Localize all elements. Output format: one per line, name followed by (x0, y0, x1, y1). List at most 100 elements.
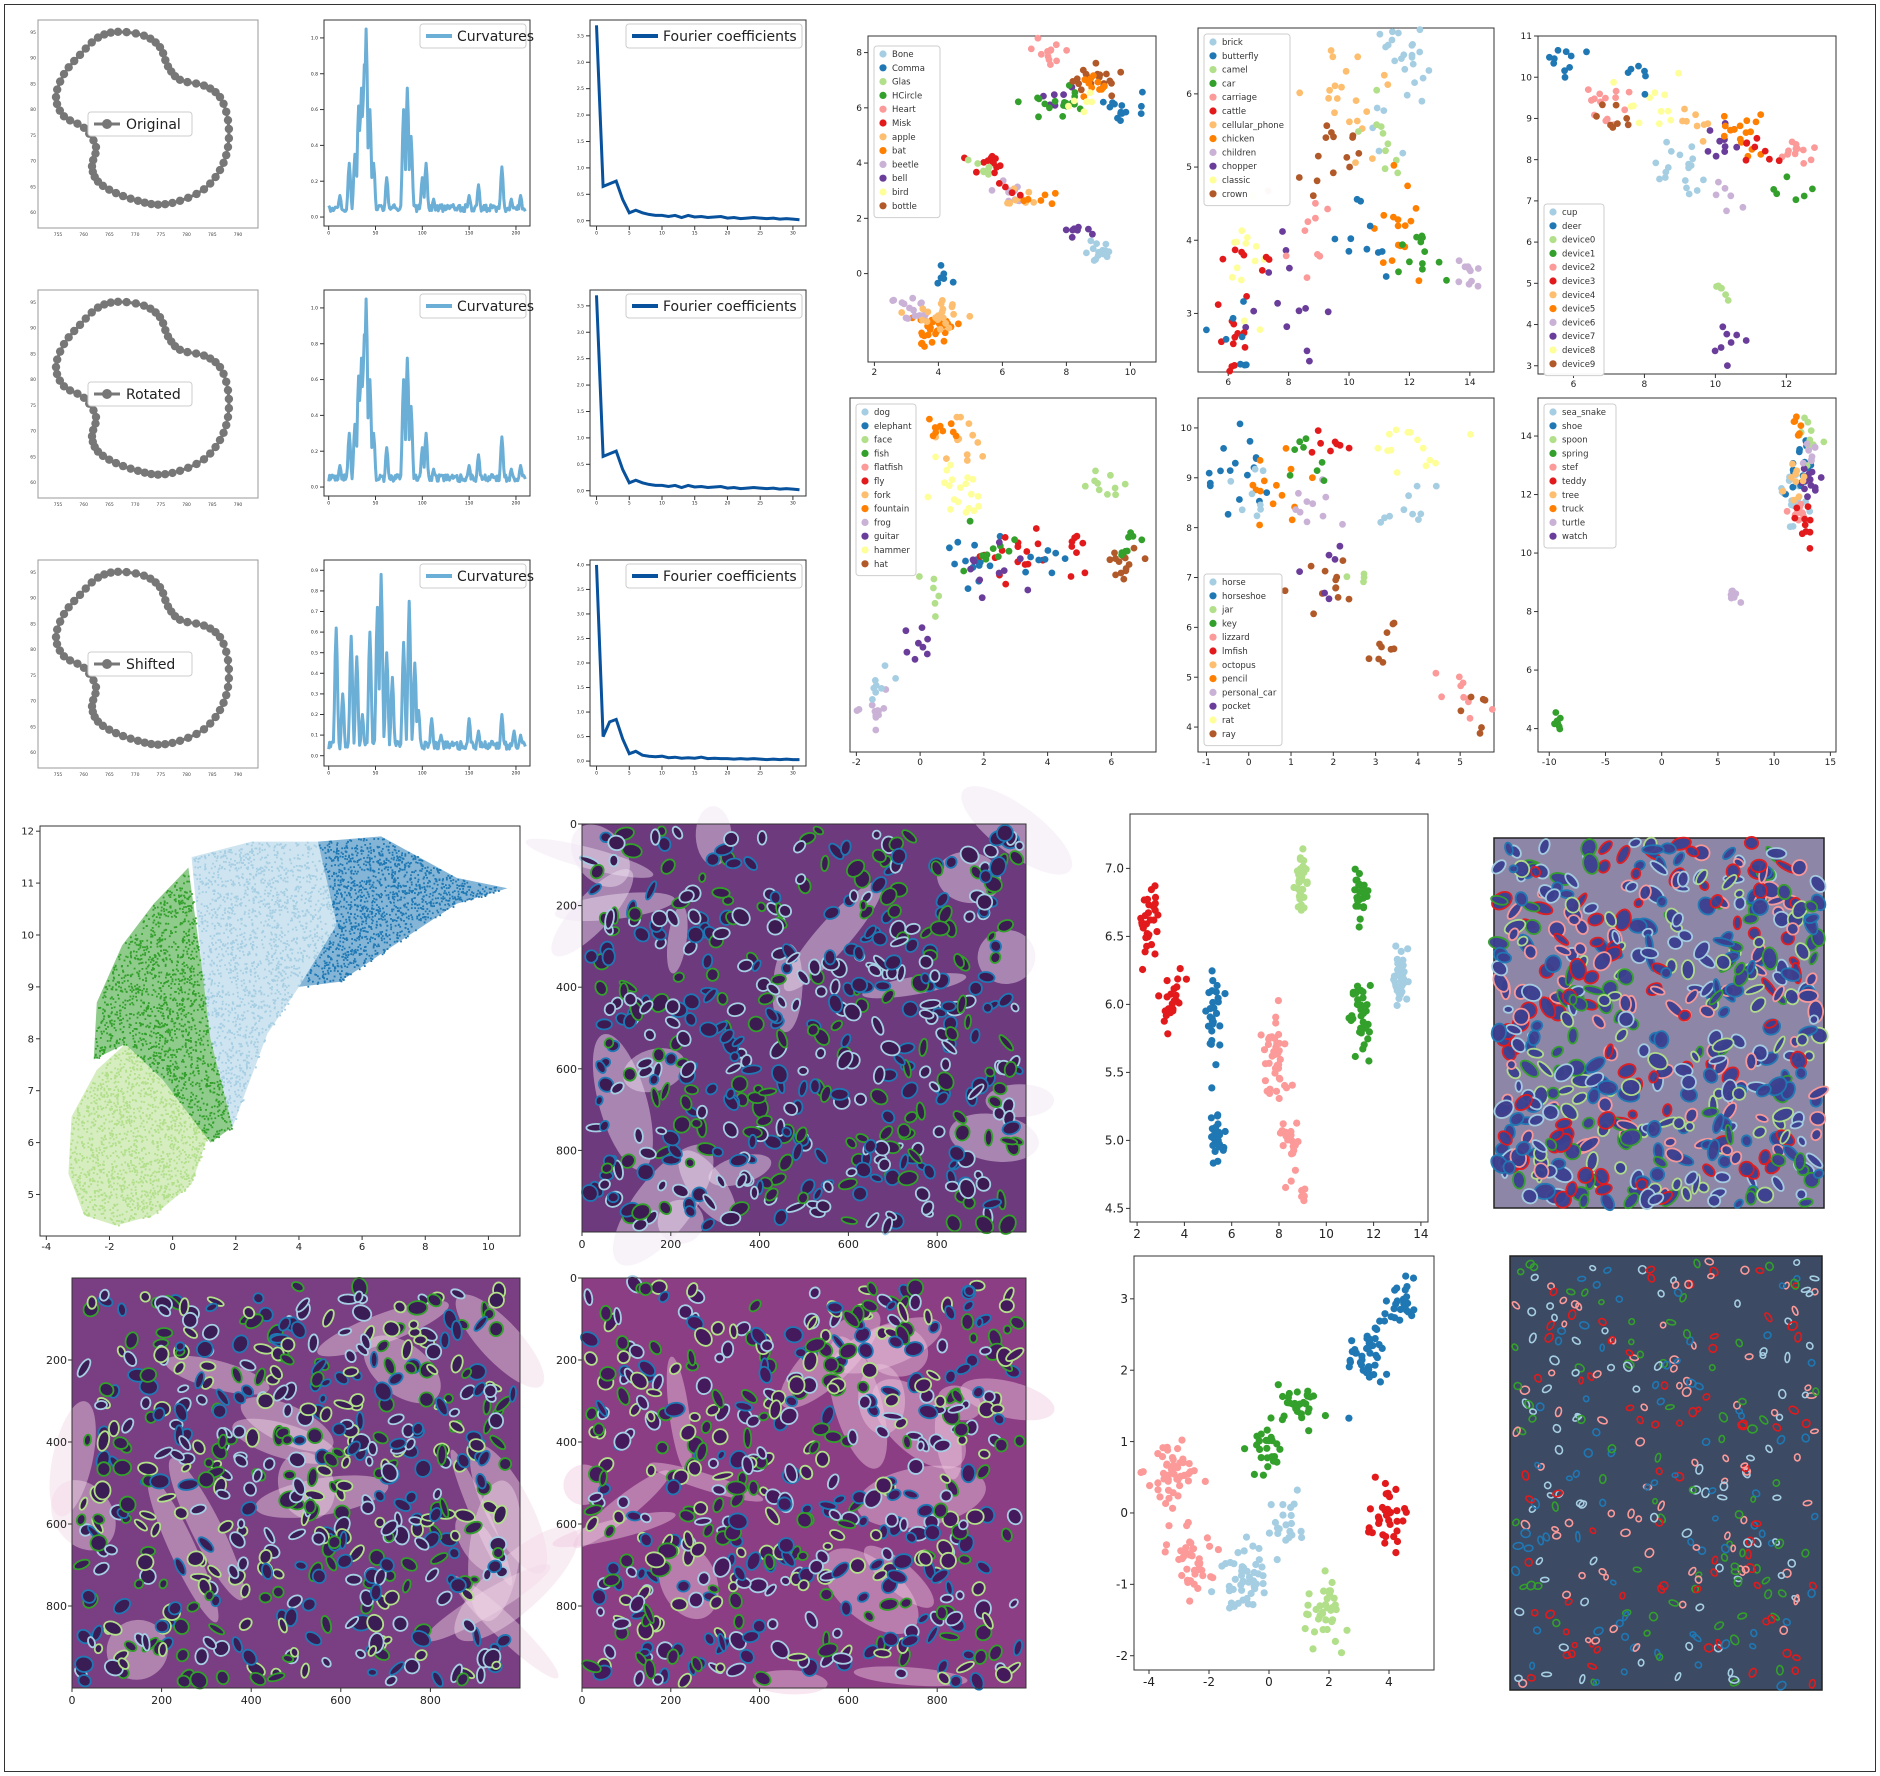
scatter-point (1614, 120, 1621, 127)
scatter-point (1386, 512, 1393, 520)
contour-point (118, 461, 128, 471)
curvatures-original-chart: 0 50 100 150 200 0.0 0.2 0.4 0.6 0.8 1.0 Curvatures (306, 18, 534, 240)
scatter-point (1699, 137, 1707, 145)
y-tick-label: 70 (30, 159, 36, 165)
x-tick-label: 770 (131, 772, 140, 778)
scatter-point (1303, 347, 1311, 355)
legend-label: cellular_phone (1222, 121, 1284, 131)
scatter-point (1413, 482, 1421, 490)
scatter-point (930, 584, 937, 592)
x-tick-label: 10 (659, 231, 665, 237)
contour-point (183, 733, 193, 743)
contour-point (89, 136, 98, 145)
y-tick-label: 3 (1186, 310, 1192, 320)
x-tick-label: 765 (105, 232, 114, 238)
contour-point (183, 193, 193, 203)
y-tick-label: 0.4 (311, 671, 318, 677)
contour-point (55, 376, 65, 385)
x-tick-label: 765 (105, 772, 114, 778)
legend-label: beetle (892, 160, 919, 170)
scatter-point (1761, 147, 1769, 155)
scatter-point (941, 479, 948, 487)
legend-label: bell (892, 174, 907, 184)
scatter-point (1085, 225, 1092, 233)
legend-marker (1549, 277, 1557, 285)
scatter-point (1467, 693, 1475, 701)
scatter-point (1233, 264, 1241, 272)
scatter-point (934, 279, 942, 287)
y-tick-label: 0.7 (311, 609, 318, 615)
y-tick-label: 0.3 (311, 691, 318, 697)
fourier-shifted-chart: 0 5 10 15 20 25 30 0.0 0.5 1.0 1.5 2.0 2.5 3.0 3.5 4.0 F… (577, 558, 808, 780)
scatter-point (1375, 147, 1383, 155)
scatter-point (1554, 46, 1562, 54)
legend-marker (1549, 422, 1557, 430)
scatter-point (1683, 117, 1690, 125)
contour-point (215, 165, 225, 175)
scatter-point (1795, 448, 1803, 456)
scatter-point (868, 701, 876, 709)
scatter-point (918, 329, 925, 337)
scatter-point (1338, 83, 1345, 91)
legend-label: pocket (1222, 702, 1251, 712)
scatter-point (1231, 459, 1239, 467)
scatter-point (1681, 105, 1688, 113)
scatter-point (1324, 205, 1331, 213)
scatter-point (1326, 86, 1333, 94)
scatter-point (1387, 446, 1395, 454)
dense-cluster-scatter: -4 -2 0 2 4 6 8 10 5 6 7 8 9 10 11 12 (21, 825, 526, 1253)
contour-point (100, 570, 109, 579)
scatter-point (1667, 116, 1675, 124)
scatter-point (1667, 148, 1675, 155)
fourier-series-line (595, 564, 800, 762)
legend-box (87, 651, 193, 677)
scatter-point (1309, 192, 1317, 200)
scatter-point (1790, 496, 1798, 504)
scatter-point (1137, 110, 1145, 117)
legend-label: camel (1222, 66, 1248, 76)
x-tick-label: 50 (373, 231, 379, 237)
scatter-point (1422, 462, 1430, 470)
scatter-point (1801, 521, 1809, 529)
scatter-point (1796, 430, 1803, 438)
scatter-point (969, 431, 977, 439)
scatter-point (1347, 235, 1355, 243)
scatter-point (1727, 192, 1735, 200)
legend-label: spring (1562, 449, 1588, 459)
scatter-point (960, 567, 968, 575)
legend-marker (879, 91, 887, 99)
scatter-point (1244, 471, 1251, 479)
scatter-point (1379, 130, 1387, 137)
scatter-point (1443, 276, 1450, 284)
scatter-point (1352, 159, 1359, 167)
legend-label: butterfly (1222, 52, 1259, 62)
scatter-point (1394, 222, 1402, 230)
y-tick-label: 6 (856, 104, 862, 114)
contour-point (126, 734, 135, 743)
contour-point (88, 425, 98, 435)
legend-marker (861, 546, 869, 554)
scatter-point (1389, 28, 1396, 36)
scatter-point (1048, 200, 1056, 208)
legend-marker (1549, 263, 1557, 271)
legend-label: brick (1222, 38, 1243, 48)
scatter-point (943, 455, 950, 462)
x-tick-label: 30 (790, 231, 796, 237)
scatter-point (1415, 516, 1422, 523)
legend-marker (1209, 675, 1217, 683)
y-tick-label: 4.0 (577, 562, 584, 568)
scatter-point (1425, 67, 1433, 74)
scatter-point (1130, 544, 1138, 552)
y-tick-label: 6 (1526, 238, 1532, 248)
contour-point (153, 200, 163, 209)
scatter-point (1323, 122, 1331, 130)
scatter-point (1404, 182, 1411, 190)
scatter-point (957, 484, 964, 491)
legend-label: Heart (892, 105, 916, 115)
scatter-point (1111, 549, 1118, 557)
scatter-point (1460, 693, 1467, 701)
scatter-point (1804, 503, 1812, 510)
legend-marker (1209, 148, 1217, 156)
scatter-point (1048, 569, 1056, 577)
x-tick-label: 760 (79, 772, 88, 778)
